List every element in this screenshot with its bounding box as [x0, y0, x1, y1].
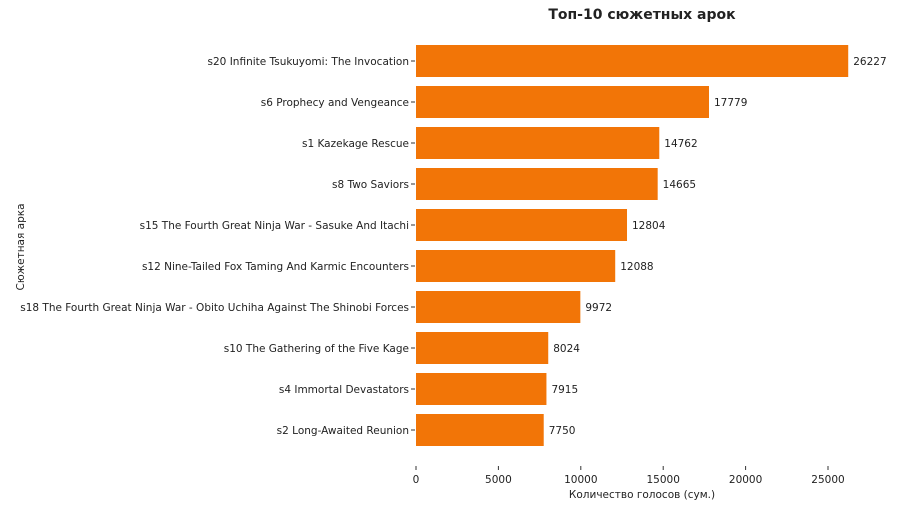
y-tick-label: s6 Prophecy and Vengeance [261, 97, 409, 109]
data-label: 12088 [620, 261, 653, 273]
x-axis-label: Количество голосов (сум.) [569, 489, 715, 501]
data-label: 26227 [853, 56, 886, 68]
data-label: 17779 [714, 97, 747, 109]
y-tick-label: s2 Long-Awaited Reunion [277, 425, 409, 437]
bar [416, 168, 658, 200]
x-tick-label: 20000 [729, 474, 762, 486]
x-tick-label: 15000 [646, 474, 679, 486]
y-tick-label: s12 Nine-Tailed Fox Taming And Karmic En… [142, 261, 409, 273]
data-label: 7750 [549, 425, 576, 437]
y-tick-label: s18 The Fourth Great Ninja War - Obito U… [20, 302, 409, 314]
data-label: 7915 [551, 384, 578, 396]
y-tick-label: s1 Kazekage Rescue [302, 138, 409, 150]
bar [416, 332, 549, 364]
data-label: 12804 [632, 220, 666, 232]
y-tick-label: s8 Two Saviors [332, 179, 409, 191]
y-tick-label: s4 Immortal Devastators [279, 384, 409, 396]
chart-title: Топ-10 сюжетных арок [548, 7, 736, 23]
bar [416, 373, 547, 405]
data-label: 14762 [664, 138, 697, 150]
x-tick-label: 10000 [564, 474, 597, 486]
bar [416, 414, 544, 446]
bar [416, 45, 849, 77]
data-label: 14665 [663, 179, 696, 191]
y-tick-label: s15 The Fourth Great Ninja War - Sasuke … [140, 220, 409, 232]
bar [416, 291, 581, 323]
data-label: 8024 [553, 343, 580, 355]
x-tick-label: 0 [413, 474, 420, 486]
x-tick-label: 25000 [811, 474, 844, 486]
x-tick-label: 5000 [485, 474, 512, 486]
bar [416, 250, 616, 282]
y-axis-label: Сюжетная арка [15, 203, 27, 290]
bar [416, 127, 660, 159]
y-tick-label: s10 The Gathering of the Five Kage [224, 343, 409, 355]
bar [416, 86, 709, 118]
y-tick-label: s20 Infinite Tsukuyomi: The Invocation [208, 56, 409, 68]
bar [416, 209, 628, 241]
data-label: 9972 [585, 302, 612, 314]
